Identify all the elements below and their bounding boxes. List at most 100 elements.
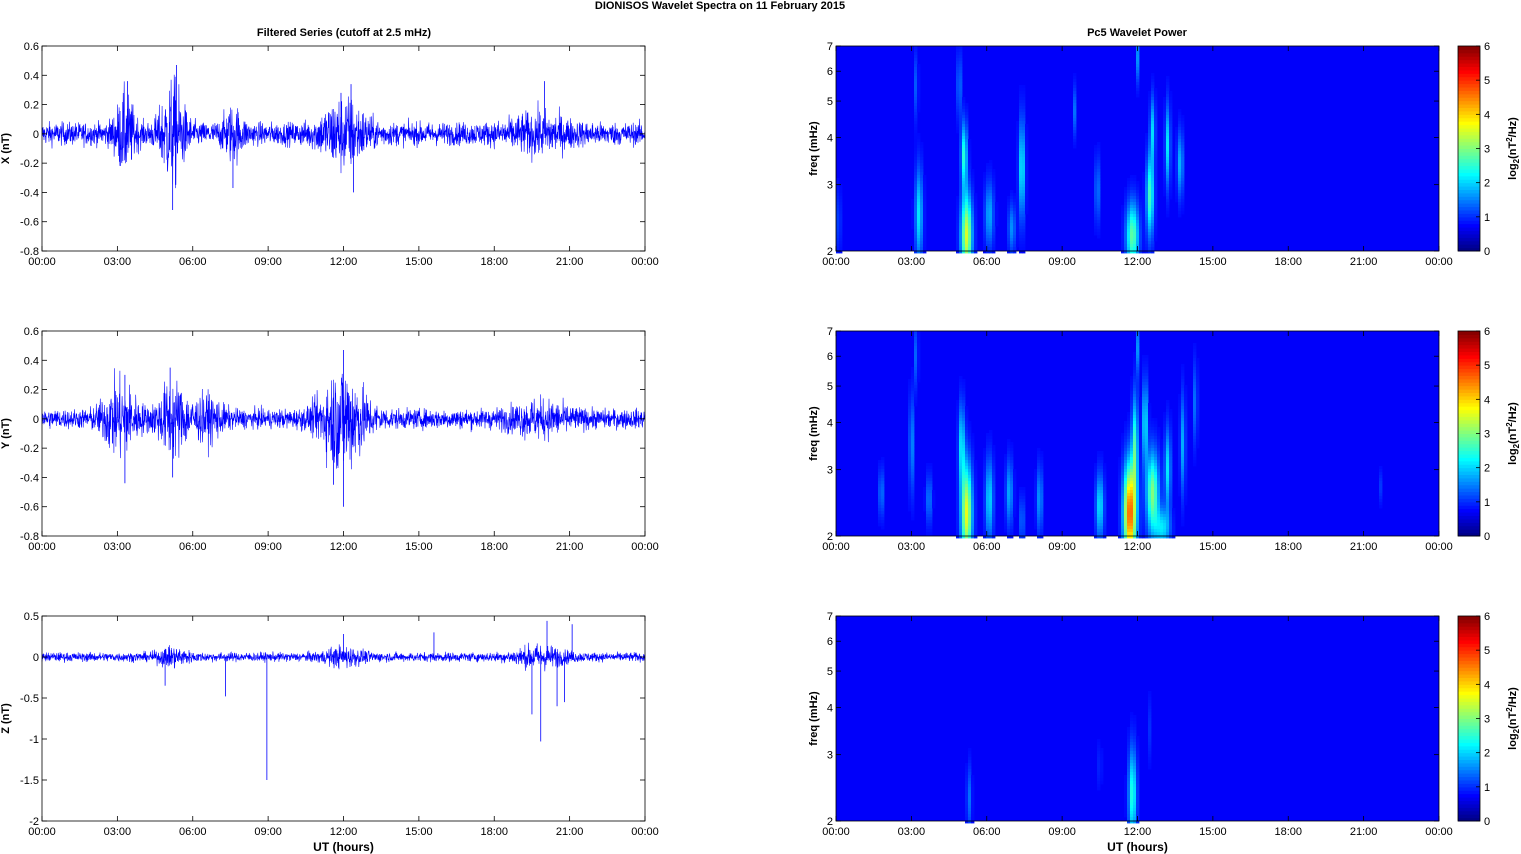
heatmap-cell	[1025, 193, 1029, 197]
heatmap-cell	[914, 184, 918, 188]
heatmap-cell	[1193, 454, 1197, 458]
heatmap-cell	[968, 487, 972, 491]
heatmap-cell	[1154, 91, 1158, 95]
heatmap-cell	[1145, 211, 1149, 215]
heatmap-cell	[1130, 493, 1134, 497]
heatmap-cell	[1136, 808, 1140, 812]
heatmap-cell	[1157, 535, 1161, 539]
heatmap-cell	[974, 517, 978, 521]
heatmap-cell	[1142, 493, 1146, 497]
heatmap-cell	[1022, 520, 1026, 524]
heatmap-cell	[1184, 400, 1188, 404]
colorbar-segment	[1458, 780, 1480, 784]
heatmap-cell	[1097, 517, 1101, 521]
heatmap-cell	[986, 493, 990, 497]
x-tick-label: 12:00	[330, 541, 358, 553]
heatmap-cell	[986, 523, 990, 527]
heatmap-cell	[974, 487, 978, 491]
heatmap-cell	[1019, 205, 1023, 209]
heatmap-cell	[881, 490, 885, 494]
heatmap-cell	[1193, 391, 1197, 395]
heatmap-cell	[1133, 436, 1137, 440]
heatmap-cell	[983, 469, 987, 473]
heatmap-cell	[1010, 220, 1014, 224]
heatmap-cell	[1193, 352, 1197, 356]
heatmap-cell	[968, 436, 972, 440]
heatmap-cell	[1133, 361, 1137, 365]
heatmap-cell	[1142, 517, 1146, 521]
heatmap-cell	[986, 472, 990, 476]
heatmap-cell	[1097, 532, 1101, 536]
heatmap-cell	[1127, 814, 1131, 818]
heatmap-cell	[1181, 124, 1185, 128]
heatmap-cell	[983, 223, 987, 227]
heatmap-cell	[1022, 163, 1026, 167]
heatmap-cell	[1127, 517, 1131, 521]
heatmap-cell	[1169, 475, 1173, 479]
heatmap-cell	[959, 232, 963, 236]
heatmap-cell	[968, 514, 972, 518]
heatmap-cell	[992, 199, 996, 203]
heatmap-cell	[1181, 448, 1185, 452]
heatmap-cell	[1157, 466, 1161, 470]
heatmap-cell	[839, 184, 843, 188]
heatmap-cell	[959, 424, 963, 428]
heatmap-cell	[971, 805, 975, 809]
heatmap-cell	[1124, 445, 1128, 449]
heatmap-cell	[1178, 403, 1182, 407]
heatmap-cell	[1130, 775, 1134, 779]
heatmap-cell	[974, 532, 978, 536]
heatmap-cell	[1136, 460, 1140, 464]
heatmap-cell	[1136, 739, 1140, 743]
heatmap-cell	[1022, 199, 1026, 203]
heatmap-cell	[1025, 199, 1029, 203]
heatmap-cell	[1133, 238, 1137, 242]
heatmap-cell	[908, 379, 912, 383]
x-tick-label: 00:00	[1425, 826, 1453, 838]
heatmap-cell	[878, 517, 882, 521]
heatmap-cell	[914, 166, 918, 170]
heatmap-cell	[1166, 532, 1170, 536]
x-tick-label: 21:00	[1350, 256, 1378, 268]
heatmap-cell	[926, 532, 930, 536]
heatmap-cell	[1121, 517, 1125, 521]
heatmap-cell	[1166, 85, 1170, 89]
heatmap-cell	[1178, 436, 1182, 440]
heatmap-cell	[1178, 493, 1182, 497]
colorbar-segment	[1458, 247, 1480, 252]
heatmap-cell	[1133, 223, 1137, 227]
heatmap-cell	[1013, 241, 1017, 245]
heatmap-cell	[1133, 751, 1137, 755]
heatmap-cell	[1007, 535, 1011, 539]
heatmap-cell	[923, 247, 927, 251]
heatmap-cell	[1178, 487, 1182, 491]
heatmap-cell	[917, 235, 921, 239]
heatmap-cell	[968, 505, 972, 509]
heatmap-cell	[1142, 490, 1146, 494]
heatmap-cell	[1133, 439, 1137, 443]
heatmap-cell	[1139, 484, 1143, 488]
heatmap-cell	[989, 478, 993, 482]
colorbar-segment	[1458, 498, 1480, 503]
heatmap-cell	[962, 499, 966, 503]
heatmap-cell	[956, 103, 960, 107]
heatmap-cell	[917, 196, 921, 200]
heatmap-cell	[1124, 475, 1128, 479]
colorbar-segment	[1458, 186, 1480, 190]
colorbar-segment	[1458, 372, 1480, 376]
heatmap-cell	[965, 208, 969, 212]
heatmap-cell	[920, 244, 924, 248]
heatmap-cell	[965, 415, 969, 419]
colorbar-segment	[1458, 450, 1480, 455]
heatmap-cell	[881, 463, 885, 467]
heatmap-cell	[1142, 232, 1146, 236]
heatmap-cell	[1148, 535, 1152, 539]
heatmap-cell	[1145, 535, 1149, 539]
heatmap-cell	[1127, 232, 1131, 236]
heatmap-cell	[914, 337, 918, 341]
heatmap-cell	[1022, 100, 1026, 104]
heatmap-cell	[1040, 481, 1044, 485]
heatmap-cell	[1166, 457, 1170, 461]
heatmap-cell	[992, 460, 996, 464]
heatmap-cell	[971, 214, 975, 218]
